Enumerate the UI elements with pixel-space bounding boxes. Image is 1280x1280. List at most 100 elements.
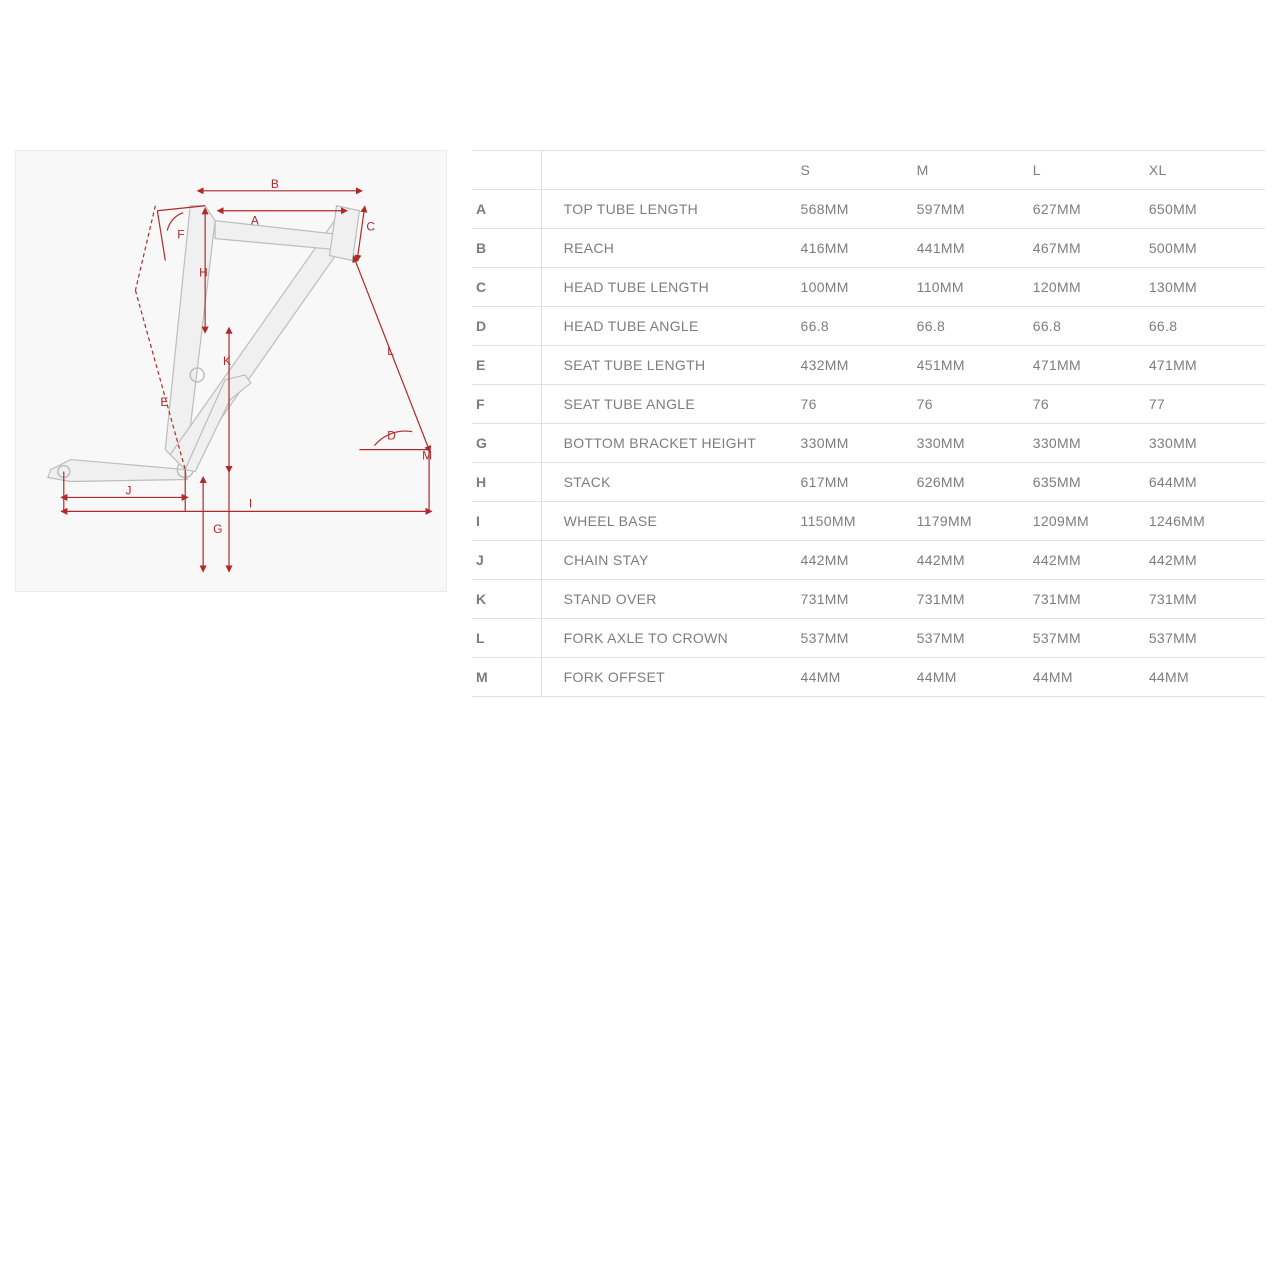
row-value: 731MM — [1149, 580, 1265, 619]
row-value: 731MM — [1033, 580, 1149, 619]
row-value: 471MM — [1033, 346, 1149, 385]
row-value: 416MM — [801, 229, 917, 268]
row-label: WHEEL BASE — [541, 502, 800, 541]
table-row: MFORK OFFSET44MM44MM44MM44MM — [472, 658, 1265, 697]
row-value: 471MM — [1149, 346, 1265, 385]
table-row: CHEAD TUBE LENGTH100MM110MM120MM130MM — [472, 268, 1265, 307]
table-row: HSTACK617MM626MM635MM644MM — [472, 463, 1265, 502]
header-size-l: L — [1033, 151, 1149, 190]
geometry-layout: B A C F H K E L — [15, 150, 1265, 697]
row-value: 731MM — [801, 580, 917, 619]
table-row: LFORK AXLE TO CROWN537MM537MM537MM537MM — [472, 619, 1265, 658]
row-value: 635MM — [1033, 463, 1149, 502]
bike-geometry-svg: B A C F H K E L — [16, 151, 446, 591]
row-value: 330MM — [801, 424, 917, 463]
row-value: 617MM — [801, 463, 917, 502]
row-key: E — [472, 346, 541, 385]
table-row: JCHAIN STAY442MM442MM442MM442MM — [472, 541, 1265, 580]
header-size-s: S — [801, 151, 917, 190]
row-label: SEAT TUBE LENGTH — [541, 346, 800, 385]
row-value: 442MM — [917, 541, 1033, 580]
table-row: GBOTTOM BRACKET HEIGHT330MM330MM330MM330… — [472, 424, 1265, 463]
geometry-table: S M L XL ATOP TUBE LENGTH568MM597MM627MM… — [472, 150, 1265, 697]
table-row: FSEAT TUBE ANGLE76767677 — [472, 385, 1265, 424]
row-value: 626MM — [917, 463, 1033, 502]
row-value: 1179MM — [917, 502, 1033, 541]
row-label: STAND OVER — [541, 580, 800, 619]
row-value: 76 — [917, 385, 1033, 424]
row-value: 330MM — [1149, 424, 1265, 463]
row-value: 1150MM — [801, 502, 917, 541]
geometry-data-table: S M L XL ATOP TUBE LENGTH568MM597MM627MM… — [472, 150, 1265, 697]
row-key: B — [472, 229, 541, 268]
row-label: HEAD TUBE LENGTH — [541, 268, 800, 307]
row-value: 627MM — [1033, 190, 1149, 229]
row-value: 537MM — [1033, 619, 1149, 658]
row-value: 1246MM — [1149, 502, 1265, 541]
row-label: HEAD TUBE ANGLE — [541, 307, 800, 346]
row-value: 66.8 — [801, 307, 917, 346]
row-value: 441MM — [917, 229, 1033, 268]
row-label: CHAIN STAY — [541, 541, 800, 580]
row-label: STACK — [541, 463, 800, 502]
row-value: 442MM — [1033, 541, 1149, 580]
row-value: 537MM — [917, 619, 1033, 658]
table-row: ATOP TUBE LENGTH568MM597MM627MM650MM — [472, 190, 1265, 229]
label-C: C — [366, 220, 375, 234]
row-value: 330MM — [917, 424, 1033, 463]
row-key: M — [472, 658, 541, 697]
label-J: J — [125, 483, 131, 497]
header-size-xl: XL — [1149, 151, 1265, 190]
label-H: H — [199, 265, 208, 279]
row-value: 76 — [1033, 385, 1149, 424]
label-B: B — [271, 177, 279, 191]
row-key: I — [472, 502, 541, 541]
table-row: ESEAT TUBE LENGTH432MM451MM471MM471MM — [472, 346, 1265, 385]
row-value: 568MM — [801, 190, 917, 229]
row-value: 66.8 — [1033, 307, 1149, 346]
row-value: 66.8 — [1149, 307, 1265, 346]
row-value: 451MM — [917, 346, 1033, 385]
row-value: 537MM — [801, 619, 917, 658]
row-value: 44MM — [917, 658, 1033, 697]
row-value: 66.8 — [917, 307, 1033, 346]
row-key: C — [472, 268, 541, 307]
row-key: A — [472, 190, 541, 229]
table-row: DHEAD TUBE ANGLE66.866.866.866.8 — [472, 307, 1265, 346]
row-value: 432MM — [801, 346, 917, 385]
row-label: REACH — [541, 229, 800, 268]
row-key: F — [472, 385, 541, 424]
label-I: I — [249, 496, 252, 510]
row-value: 500MM — [1149, 229, 1265, 268]
row-label: TOP TUBE LENGTH — [541, 190, 800, 229]
label-D: D — [387, 429, 396, 443]
row-key: H — [472, 463, 541, 502]
row-value: 44MM — [1033, 658, 1149, 697]
row-value: 467MM — [1033, 229, 1149, 268]
label-E: E — [160, 395, 168, 409]
row-value: 44MM — [1149, 658, 1265, 697]
row-value: 44MM — [801, 658, 917, 697]
row-label: FORK OFFSET — [541, 658, 800, 697]
header-blank — [472, 151, 541, 190]
table-header-row: S M L XL — [472, 151, 1265, 190]
row-value: 650MM — [1149, 190, 1265, 229]
row-key: G — [472, 424, 541, 463]
row-value: 731MM — [917, 580, 1033, 619]
row-value: 100MM — [801, 268, 917, 307]
row-value: 537MM — [1149, 619, 1265, 658]
row-value: 120MM — [1033, 268, 1149, 307]
row-label: BOTTOM BRACKET HEIGHT — [541, 424, 800, 463]
row-value: 442MM — [1149, 541, 1265, 580]
geometry-diagram: B A C F H K E L — [15, 150, 447, 592]
table-row: IWHEEL BASE1150MM1179MM1209MM1246MM — [472, 502, 1265, 541]
header-size-m: M — [917, 151, 1033, 190]
row-key: L — [472, 619, 541, 658]
row-key: J — [472, 541, 541, 580]
header-blank2 — [541, 151, 800, 190]
row-value: 1209MM — [1033, 502, 1149, 541]
label-A: A — [251, 214, 259, 228]
row-key: D — [472, 307, 541, 346]
row-value: 76 — [801, 385, 917, 424]
label-M: M — [422, 449, 432, 463]
